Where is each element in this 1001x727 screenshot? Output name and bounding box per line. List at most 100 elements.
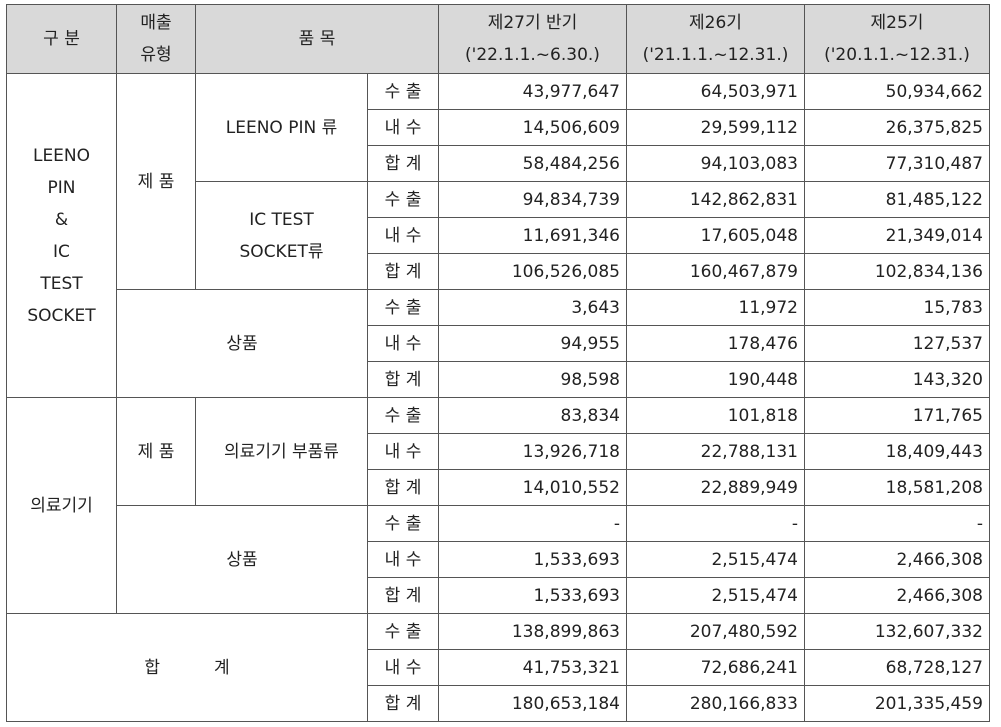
category-leeno: LEENO PIN & IC TEST SOCKET <box>6 73 117 398</box>
row-type-export: 수 출 <box>367 73 439 110</box>
value-26: 160,467,879 <box>626 253 805 290</box>
header-p26-line1: 제26기 <box>689 13 742 33</box>
value-27: 14,506,609 <box>438 109 627 146</box>
table-row: 내 수 14,506,609 29,599,112 26,375,825 <box>7 109 990 146</box>
value-27: 94,955 <box>438 325 627 362</box>
leeno-line2: PIN <box>47 177 76 198</box>
value-25: - <box>804 505 990 542</box>
table-row: 합 계 180,653,184 280,166,833 201,335,459 <box>7 685 990 722</box>
value-25: 2,466,308 <box>804 577 990 614</box>
header-period-25: 제25기 ('20.1.1.~12.31.) <box>804 4 990 74</box>
value-27: 138,899,863 <box>438 613 627 650</box>
row-type-subtotal: 합 계 <box>367 145 439 182</box>
table-row: 합 계 14,010,552 22,889,949 18,581,208 <box>7 469 990 506</box>
value-27: 98,598 <box>438 361 627 398</box>
value-27: 43,977,647 <box>438 73 627 110</box>
header-gubun: 구 분 <box>6 4 117 74</box>
value-26: 11,972 <box>626 289 805 326</box>
header-period-26: 제26기 ('21.1.1.~12.31.) <box>626 4 805 74</box>
header-p27-line2: ('22.1.1.~6.30.) <box>465 45 600 65</box>
leeno-line6: SOCKET <box>27 305 96 326</box>
row-type-domestic: 내 수 <box>367 649 439 686</box>
ic-line1: IC TEST <box>249 209 314 230</box>
table-row: 내 수 13,926,718 22,788,131 18,409,443 <box>7 433 990 470</box>
value-27: 94,834,739 <box>438 181 627 218</box>
sales-type-goods: 상품 <box>116 505 368 614</box>
leeno-line5: TEST <box>40 273 83 294</box>
leeno-line3: & <box>54 209 69 230</box>
row-type-subtotal: 합 계 <box>367 361 439 398</box>
sales-type-product: 제 품 <box>116 397 196 506</box>
sales-type-product: 제 품 <box>116 73 196 290</box>
value-27: 3,643 <box>438 289 627 326</box>
row-type-domestic: 내 수 <box>367 217 439 254</box>
row-type-subtotal: 합 계 <box>367 577 439 614</box>
category-medical: 의료기기 <box>6 397 117 614</box>
value-26: 64,503,971 <box>626 73 805 110</box>
value-27: 83,834 <box>438 397 627 434</box>
value-27: 11,691,346 <box>438 217 627 254</box>
header-sales-type-line1: 매출 <box>140 13 172 33</box>
table-row: 내 수 94,955 178,476 127,537 <box>7 325 990 362</box>
value-25: 132,607,332 <box>804 613 990 650</box>
value-27: 13,926,718 <box>438 433 627 470</box>
value-27: - <box>438 505 627 542</box>
value-25: 201,335,459 <box>804 685 990 722</box>
value-25: 127,537 <box>804 325 990 362</box>
value-26: 94,103,083 <box>626 145 805 182</box>
value-26: 207,480,592 <box>626 613 805 650</box>
table-row: 상품 수 출 3,643 11,972 15,783 <box>7 289 990 398</box>
item-ic-test-socket: IC TEST SOCKET류 <box>195 181 368 290</box>
table-row: 합 계 58,484,256 94,103,083 77,310,487 <box>7 145 990 182</box>
value-26: 142,862,831 <box>626 181 805 218</box>
grand-total-label: 합 계 <box>6 613 368 722</box>
value-25: 26,375,825 <box>804 109 990 146</box>
value-26: 22,788,131 <box>626 433 805 470</box>
value-25: 18,409,443 <box>804 433 990 470</box>
value-27: 180,653,184 <box>438 685 627 722</box>
value-26: 17,605,048 <box>626 217 805 254</box>
table-row: LEENO PIN & IC TEST SOCKET 제 품 LEENO PIN… <box>6 73 990 398</box>
table-row: 합 계 1,533,693 2,515,474 2,466,308 <box>7 577 990 614</box>
value-25: 21,349,014 <box>804 217 990 254</box>
row-type-export: 수 출 <box>367 613 439 650</box>
item-leeno-pin: LEENO PIN 류 <box>195 73 368 182</box>
table-row: 상품 수 출 - - - <box>7 505 990 614</box>
value-26: 190,448 <box>626 361 805 398</box>
value-25: 81,485,122 <box>804 181 990 218</box>
value-26: 178,476 <box>626 325 805 362</box>
row-type-domestic: 내 수 <box>367 433 439 470</box>
row-type-export: 수 출 <box>367 505 439 542</box>
row-type-export: 수 출 <box>367 397 439 434</box>
value-27: 58,484,256 <box>438 145 627 182</box>
item-medical-parts: 의료기기 부품류 <box>195 397 368 506</box>
row-type-domestic: 내 수 <box>367 325 439 362</box>
value-26: 2,515,474 <box>626 541 805 578</box>
header-sales-type-line2: 유형 <box>140 45 172 65</box>
header-p25-line1: 제25기 <box>870 13 924 33</box>
row-type-subtotal: 합 계 <box>367 469 439 506</box>
sales-type-goods: 상품 <box>116 289 368 398</box>
sales-table: 구 분 매출 유형 품 목 제27기 반기 ('22.1.1.~6.30.) 제26… <box>6 4 990 722</box>
value-26: 72,686,241 <box>626 649 805 686</box>
value-26: 22,889,949 <box>626 469 805 506</box>
value-27: 14,010,552 <box>438 469 627 506</box>
header-p26-line2: ('21.1.1.~12.31.) <box>642 45 789 65</box>
value-25: 2,466,308 <box>804 541 990 578</box>
value-26: 29,599,112 <box>626 109 805 146</box>
value-27: 1,533,693 <box>438 541 627 578</box>
header-p27-line1: 제27기 반기 <box>487 13 578 33</box>
leeno-line4: IC <box>53 241 70 262</box>
value-25: 102,834,136 <box>804 253 990 290</box>
row-type-domestic: 내 수 <box>367 541 439 578</box>
value-25: 15,783 <box>804 289 990 326</box>
header-p25-line2: ('20.1.1.~12.31.) <box>824 45 970 65</box>
value-26: 101,818 <box>626 397 805 434</box>
value-25: 18,581,208 <box>804 469 990 506</box>
value-25: 50,934,662 <box>804 73 990 110</box>
ic-line2: SOCKET류 <box>239 241 324 262</box>
table-row: 합 계 98,598 190,448 143,320 <box>7 361 990 398</box>
value-27: 1,533,693 <box>438 577 627 614</box>
row-type-subtotal: 합 계 <box>367 253 439 290</box>
value-27: 106,526,085 <box>438 253 627 290</box>
